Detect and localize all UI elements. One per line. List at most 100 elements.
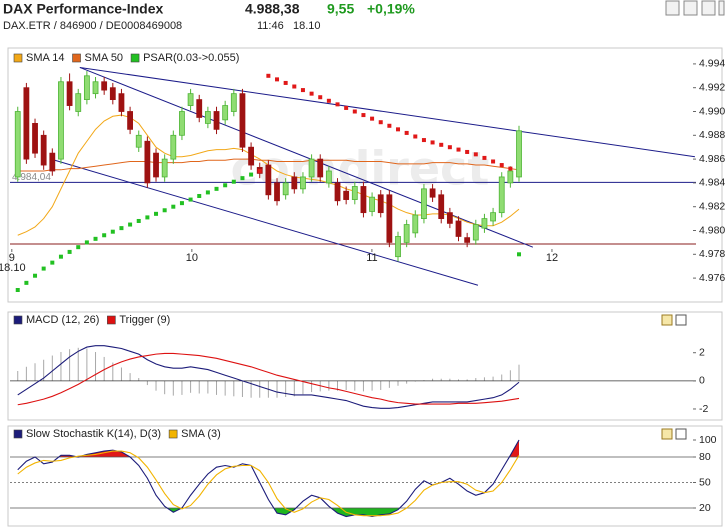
last-price: 4.988,38 [245,1,300,17]
candle-body [377,194,384,214]
psar-dot [145,215,150,220]
candle-body [351,186,358,200]
candle-body [325,170,332,184]
x-date-label: 18.10 [0,262,26,274]
tool-button[interactable] [718,0,725,16]
legend-label: PSAR(0.03->0.055) [143,52,239,64]
legend-label: Trigger (9) [119,314,170,326]
candle-body [248,146,254,166]
psar-dot [171,204,176,209]
psar-dot [84,240,89,245]
candle-body [343,190,350,200]
candle-body [127,111,133,130]
psar-dot [430,140,435,145]
candle-body [153,152,159,178]
y-tick-label: 4.994 [699,58,725,70]
panel-close-button[interactable] [675,314,687,326]
instrument-ids: DAX.ETR / 846900 / DE0008469008 [3,20,182,32]
candle-body [109,87,116,100]
psar-dot [41,266,46,271]
y-tick-label: 4.982 [699,200,725,212]
legend-swatch [130,53,140,63]
x-tick-label: 11 [366,252,377,264]
psar-dot [335,102,340,107]
y-tick-label: 4.990 [699,105,725,117]
candle-body [429,188,436,198]
x-tick-label: 9 [9,252,15,264]
psar-dot [197,193,202,198]
candle-body [179,111,185,136]
macd-panel [7,311,723,421]
psar-dot [249,172,254,177]
psar-dot [473,152,478,157]
candle-body [204,111,211,124]
y-tick-label: 4.992 [699,81,725,93]
candle-body [412,214,419,234]
psar-dot [76,245,81,250]
panel-settings-button[interactable] [661,428,673,440]
psar-dot [50,260,55,265]
quote-time: 11:46 [257,20,284,32]
candle-body [58,81,64,160]
psar-dot [162,208,167,213]
y-tick-label: 4.978 [699,248,725,260]
candle-body [395,236,401,258]
tool-button[interactable] [665,0,680,16]
candle-body [239,93,246,148]
toolbar [665,0,725,16]
instrument-title: DAX Performance-Index [3,1,163,17]
candle-body [317,158,324,178]
x-tick-label: 12 [546,252,558,264]
y-tick-label: 20 [699,502,711,514]
candle-body [438,194,445,220]
legend-swatch [72,53,81,63]
series-line [17,450,520,517]
psar-dot [404,130,409,135]
psar-dot [119,226,124,231]
candle-body [334,182,341,202]
main-panel [7,47,723,303]
psar-dot [378,120,383,125]
candle-body [14,111,21,178]
tool-button[interactable] [683,0,698,16]
psar-dot [67,249,72,254]
y-tick-label: 50 [699,476,711,488]
psar-dot [205,190,210,195]
psar-dot [465,149,470,154]
price-change-pct: +0,19% [367,1,415,17]
candle-body [360,186,367,214]
series-line [17,352,520,406]
candle-body [498,176,505,214]
candle-body [472,224,479,241]
psar-dot [136,218,141,223]
panel-close-button[interactable] [675,428,687,440]
psar-dot [257,169,262,173]
y-tick-label: 4.976 [699,272,725,284]
psar-dot [275,77,280,82]
psar-dot [24,280,29,285]
candle-body [40,134,47,166]
candle-body [386,194,393,243]
psar-dot [482,155,487,160]
candle-body [66,81,73,106]
tool-button[interactable] [701,0,716,16]
psar-dot [413,134,418,139]
panel-settings-button[interactable] [661,314,673,326]
psar-dot [439,142,444,147]
candle-body [213,111,220,130]
psar-dot [154,211,159,216]
candle-body [403,224,410,243]
plot-area [10,345,696,409]
trend-line [79,66,695,158]
panel-buttons [661,314,687,440]
legend-label: SMA 14 [26,52,65,64]
candle-body [369,196,375,212]
candle-body [161,158,168,178]
candle-body [75,93,82,112]
legend-label: Slow Stochastik K(14), D(3) [26,428,161,440]
candle-body [274,182,280,202]
psar-dot [352,109,357,114]
candle-body [481,218,488,229]
y-tick-label: 2 [699,347,705,359]
